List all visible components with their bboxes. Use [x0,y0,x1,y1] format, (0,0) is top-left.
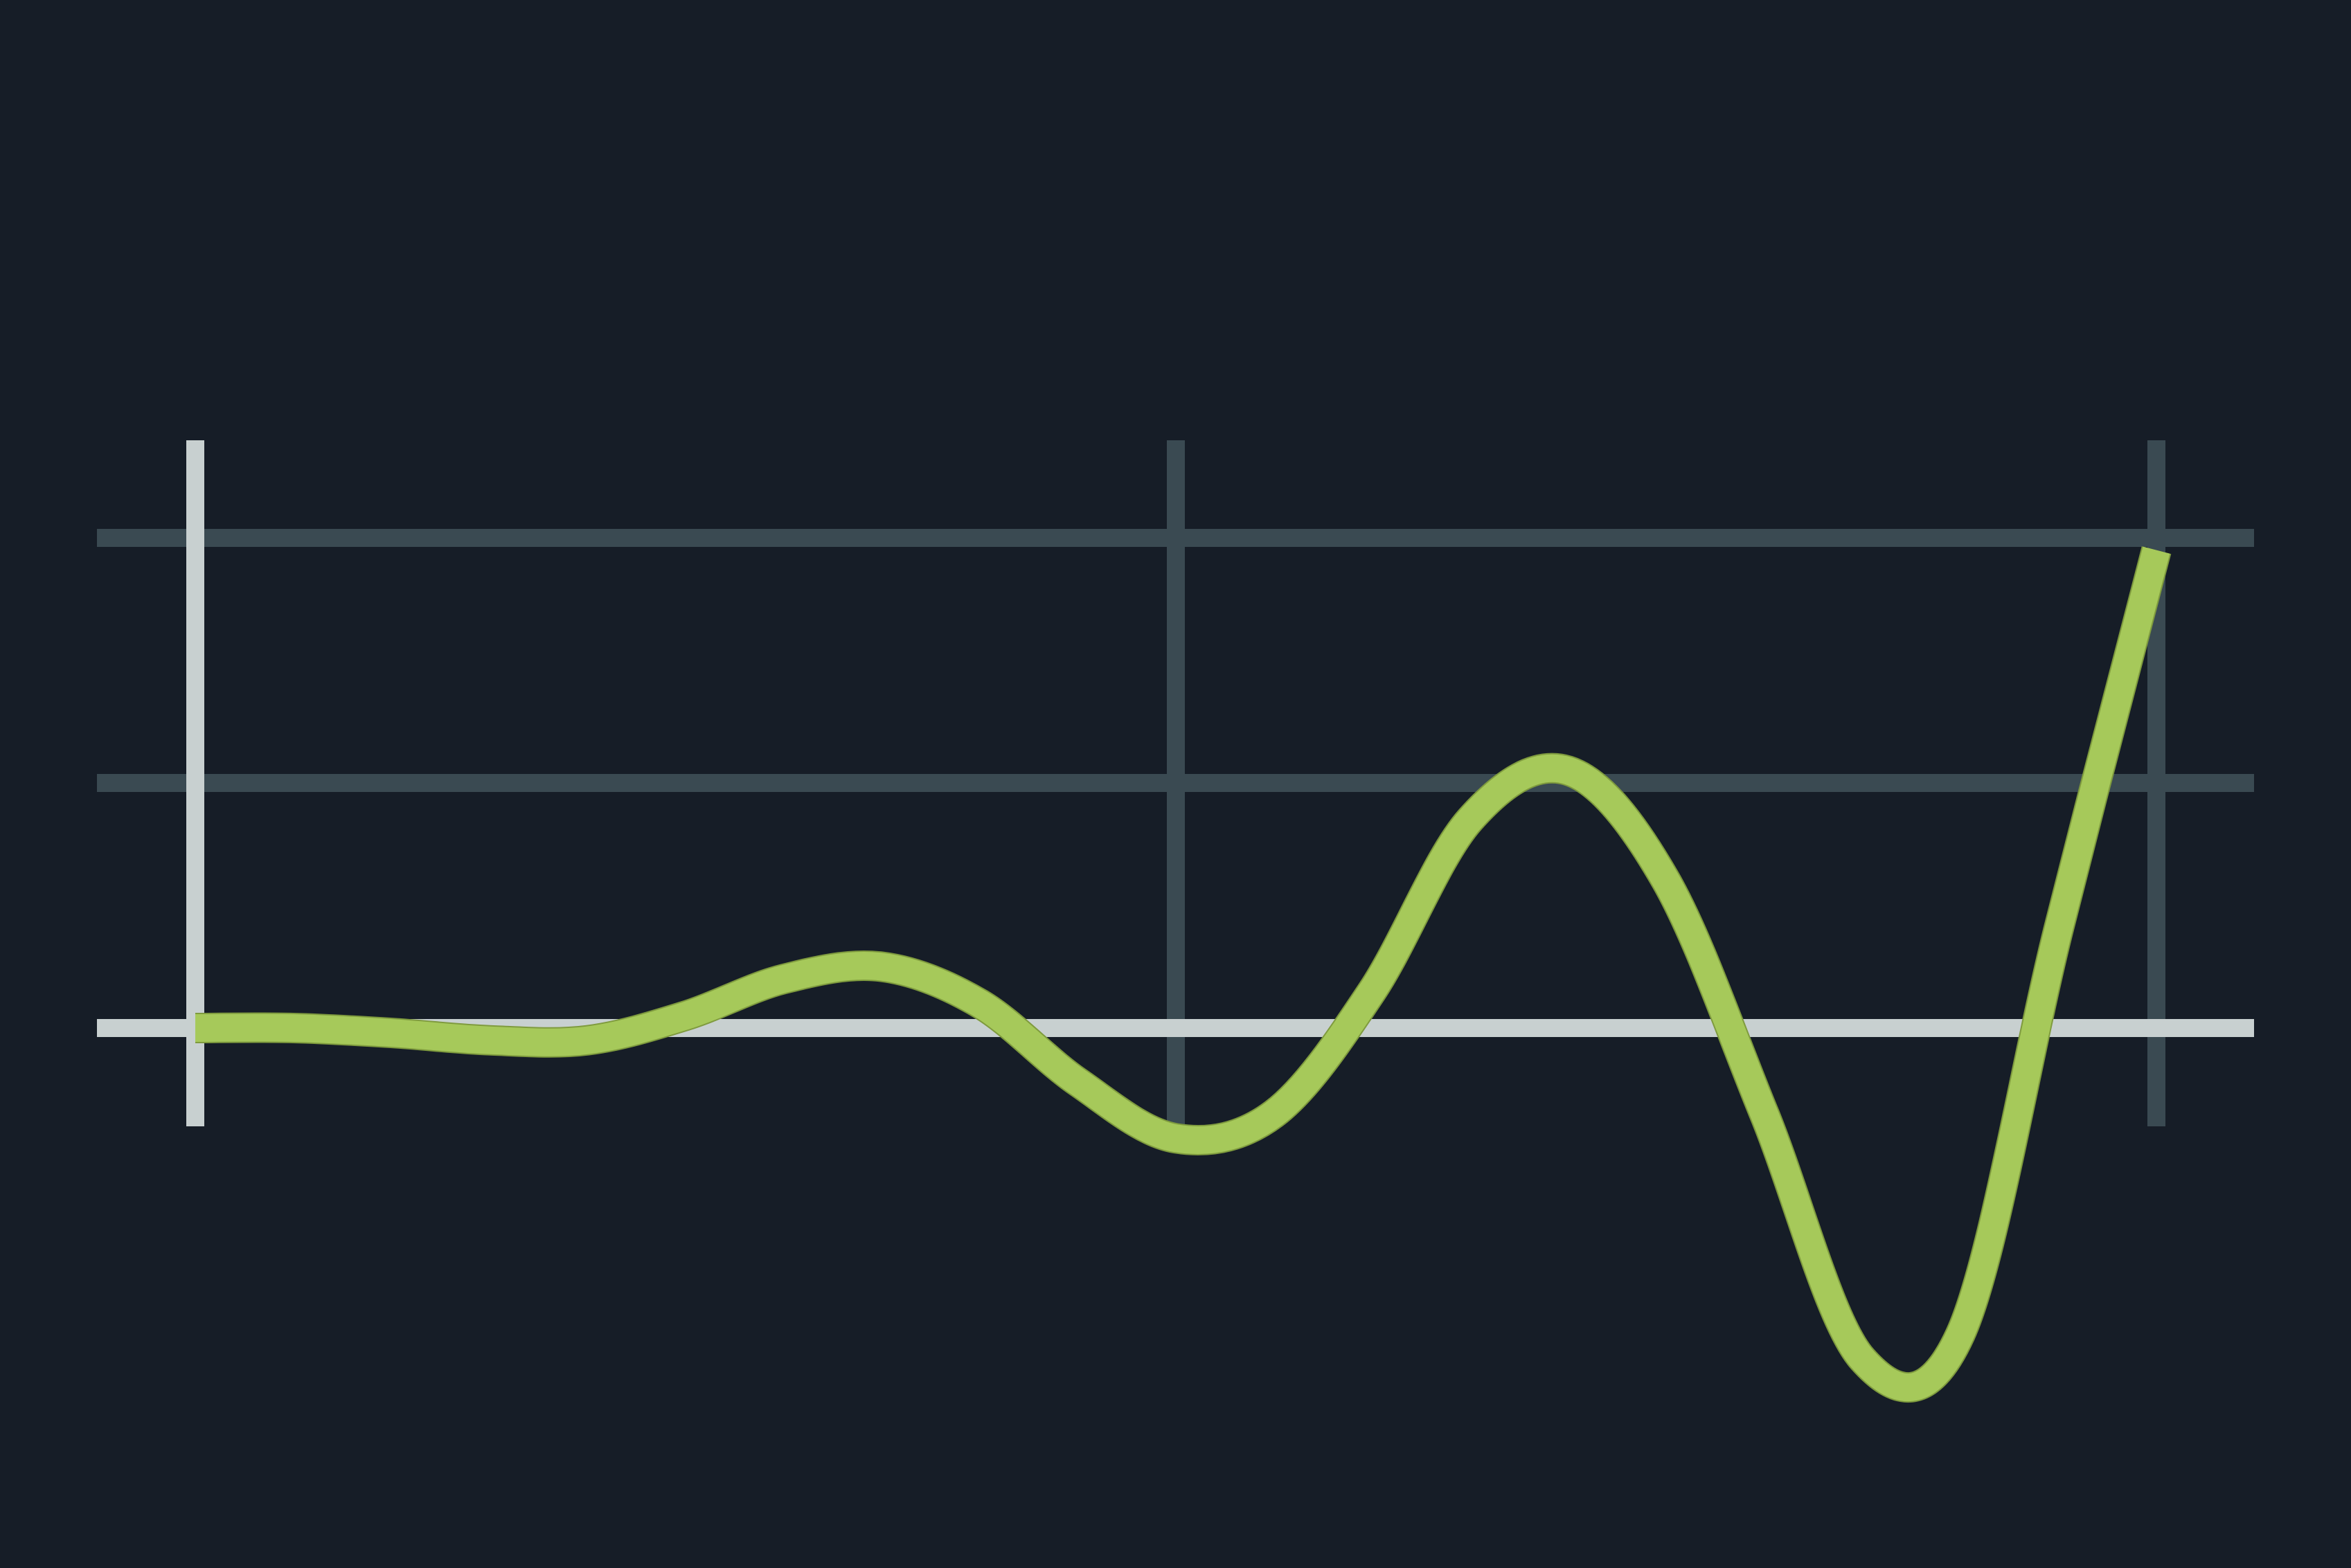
series-line [195,546,2170,1401]
series-layer [195,546,2172,1403]
